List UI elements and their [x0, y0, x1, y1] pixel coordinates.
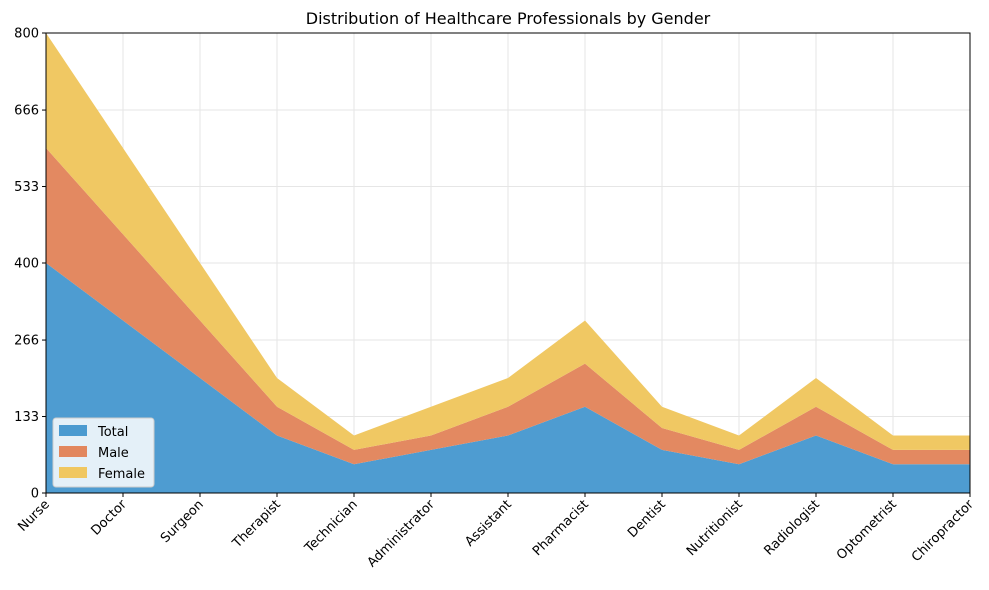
y-tick-label: 533 — [14, 180, 39, 195]
legend-label-total: Total — [97, 425, 128, 440]
x-tick-label: Therapist — [229, 497, 284, 552]
legend-swatch-male — [59, 446, 87, 457]
x-tick-label: Nurse — [15, 497, 53, 535]
legend: Total Male Female — [52, 417, 155, 488]
x-tick-label: Doctor — [88, 497, 130, 539]
x-tick-label: Assistant — [462, 497, 514, 549]
x-tick-label: Pharmacist — [530, 497, 592, 559]
chart-title: Distribution of Healthcare Professionals… — [306, 9, 711, 28]
x-tick-label: Administrator — [365, 497, 439, 571]
x-tick-label: Dentist — [625, 497, 669, 541]
y-tick-label: 800 — [14, 27, 39, 42]
y-axis: 0 133 266 400 533 666 800 — [14, 27, 46, 502]
legend-label-female: Female — [98, 467, 145, 482]
x-tick-label: Radiologist — [761, 497, 822, 558]
area-layers — [46, 33, 970, 493]
y-tick-label: 666 — [14, 104, 39, 119]
legend-swatch-total — [59, 425, 87, 436]
y-tick-label: 266 — [14, 334, 39, 349]
y-tick-label: 400 — [14, 257, 39, 272]
legend-label-male: Male — [98, 446, 129, 461]
y-tick-label: 0 — [31, 487, 39, 502]
x-tick-label: Nutritionist — [684, 497, 746, 559]
x-tick-label: Chiropractor — [909, 497, 977, 565]
y-tick-label: 133 — [14, 410, 39, 425]
x-tick-label: Technician — [301, 497, 360, 556]
x-tick-label: Optometrist — [834, 497, 900, 563]
x-axis: Nurse Doctor Surgeon Therapist Technician Adm… — [15, 493, 977, 570]
x-tick-label: Surgeon — [158, 497, 207, 546]
legend-swatch-female — [59, 467, 87, 478]
